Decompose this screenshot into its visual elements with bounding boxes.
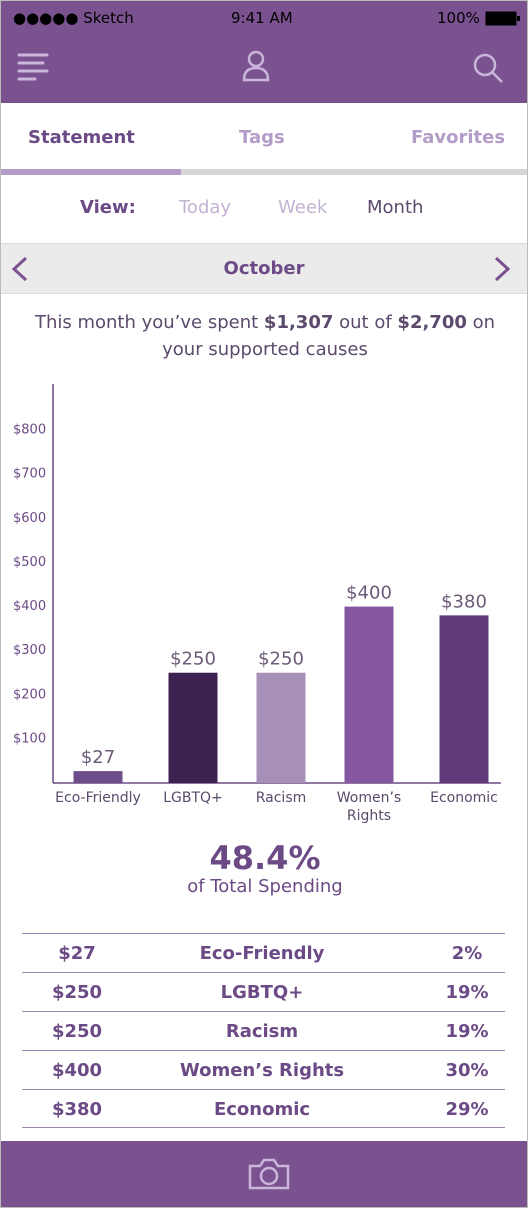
table-row: $250 LGBTQ+ 19% [22, 972, 505, 1011]
spent-amount: $1,307 [263, 312, 334, 333]
value-label: $27 [81, 747, 115, 768]
spending-table: $27 Eco-Friendly 2% $250 LGBTQ+ 19% $250 Racism… [22, 933, 505, 1128]
y-tick-label: $700 [13, 467, 46, 482]
tab-favorites[interactable]: Favorites [411, 127, 506, 148]
y-tick-label: $200 [13, 687, 46, 702]
bar [439, 615, 489, 783]
summary-text: out of [339, 312, 392, 333]
amount: $27 [58, 943, 96, 964]
x-tick-label: Economic [430, 790, 498, 806]
view-month[interactable]: Month [367, 197, 424, 218]
table-row: $250 Racism 19% [22, 1011, 505, 1050]
footer [1, 1141, 527, 1207]
percent: 29% [445, 1099, 489, 1120]
percent: 30% [445, 1060, 489, 1081]
y-tick-label: $100 [13, 731, 46, 746]
view-week[interactable]: Week [278, 197, 328, 218]
amount: $250 [51, 1021, 103, 1042]
y-tick-label: $400 [13, 599, 46, 614]
bar [344, 606, 394, 783]
bar-chart: $100 $200 $300 $400 $500 $600 $800 $700 $27 $250 $… [13, 384, 501, 784]
x-tick-label: Eco-Friendly [55, 790, 141, 806]
y-tick-label: $500 [13, 555, 46, 570]
tab-statement[interactable]: Statement [28, 127, 135, 148]
table-row: $27 Eco-Friendly 2% [22, 933, 505, 972]
cause: Economic [213, 1099, 311, 1120]
next-month[interactable] [493, 256, 511, 282]
summary: This month you’ve spent $1,307 out of $2… [21, 309, 509, 363]
cause: Racism [225, 1021, 299, 1042]
value-label: $400 [346, 583, 392, 604]
summary-text: This month you’ve spent [34, 312, 259, 333]
x-tick-label: Women’s Rights [336, 790, 402, 824]
percent: 19% [445, 1021, 489, 1042]
bar [256, 672, 306, 783]
table-row: $380 Economic 29% [22, 1089, 505, 1128]
highlight-caption: of Total Spending [187, 876, 343, 897]
menu-button[interactable] [17, 51, 51, 81]
cause: LGBTQ+ [220, 982, 304, 1003]
y-tick-label: $300 [13, 643, 46, 658]
signal-carrier: ●●●●● Sketch [13, 9, 134, 27]
total-amount: $2,700 [397, 312, 467, 333]
prev-month[interactable] [11, 256, 29, 282]
tab-indicator [1, 169, 181, 175]
view-today[interactable]: Today [179, 197, 232, 218]
value-label: $250 [258, 649, 304, 670]
search-button[interactable] [471, 51, 505, 85]
table-row: $400 Women’s Rights 30% [22, 1050, 505, 1089]
tab-tags[interactable]: Tags [239, 127, 285, 148]
cause: Women’s Rights [179, 1060, 345, 1081]
battery-icon [485, 11, 520, 26]
time: 9:41 AM [231, 9, 293, 27]
percent: 2% [451, 943, 483, 964]
tab-track [1, 169, 527, 175]
month-bar: October [1, 243, 527, 294]
x-tick-label: LGBTQ+ [163, 790, 223, 806]
y-tick-label: $600 [13, 511, 46, 526]
y-tick-label: $800 [13, 423, 46, 438]
bar [73, 771, 123, 783]
amount: $380 [51, 1099, 103, 1120]
battery-level: 100% [437, 9, 480, 27]
view-label: View: [80, 197, 136, 218]
x-tick-label: Racism [255, 790, 307, 806]
summary-text: on your supported causes [162, 312, 496, 360]
carrier: Sketch [83, 9, 134, 27]
cause: Eco-Friendly [199, 943, 325, 964]
header: ●●●●● Sketch 9:41 AM 100% [1, 1, 527, 103]
value-label: $380 [441, 591, 487, 612]
camera-button[interactable] [247, 1157, 291, 1191]
percent: 19% [445, 982, 489, 1003]
amount: $400 [51, 1060, 103, 1081]
profile-button[interactable] [241, 49, 271, 83]
bar [168, 672, 218, 783]
value-label: $250 [170, 649, 216, 670]
highlight-value: 48.4% [209, 839, 321, 877]
amount: $250 [51, 982, 103, 1003]
month-title: October [223, 258, 305, 279]
